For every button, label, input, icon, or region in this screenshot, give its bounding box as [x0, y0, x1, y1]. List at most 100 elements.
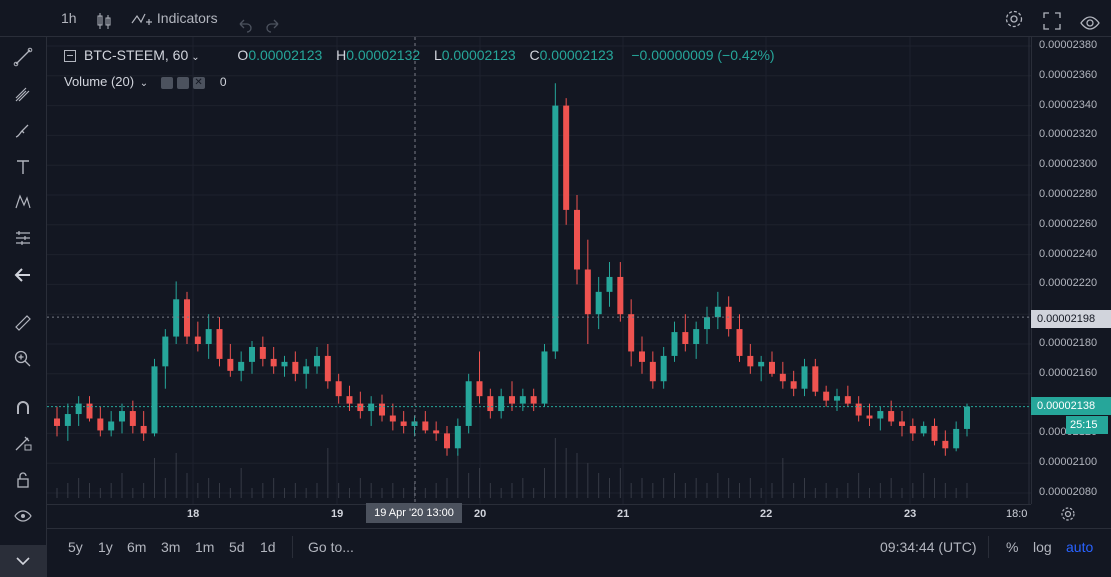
- candle-body: [942, 440, 949, 449]
- volume-bar: [327, 448, 329, 498]
- candle-body: [736, 329, 743, 356]
- pitchfork-icon[interactable]: [8, 79, 38, 109]
- volume-label[interactable]: Volume (20): [64, 74, 135, 89]
- candle-body: [909, 425, 916, 434]
- candle-body: [108, 421, 115, 431]
- time-axis[interactable]: [47, 504, 1031, 527]
- candle-body: [574, 209, 580, 270]
- lock-icon[interactable]: [8, 465, 38, 495]
- indicators-label: Indicators: [156, 10, 218, 26]
- volume-bar: [251, 488, 253, 498]
- undo-icon[interactable]: [237, 10, 253, 33]
- percent-toggle[interactable]: %: [1006, 539, 1019, 555]
- volume-bar: [67, 483, 69, 498]
- utc-clock[interactable]: 09:34:44 (UTC): [880, 539, 977, 555]
- crosshair-price-tag: 0.00002198: [1031, 310, 1111, 328]
- close-value: 0.00002123: [539, 47, 614, 63]
- time-tick: 20: [474, 508, 487, 520]
- volume-bar: [99, 488, 101, 498]
- volume-hide-icon[interactable]: [176, 76, 189, 89]
- price-axis-label: 0.00002180: [1039, 337, 1098, 349]
- collapse-legend-icon[interactable]: [64, 50, 76, 63]
- candle-body: [790, 381, 797, 389]
- volume-bar: [869, 488, 870, 498]
- candle-body: [249, 346, 255, 362]
- range-1m-button[interactable]: 1m: [195, 539, 215, 555]
- lock-drawing-icon[interactable]: [8, 428, 38, 458]
- candle-body: [379, 403, 385, 416]
- goto-button[interactable]: Go to...: [308, 539, 354, 555]
- candle-body: [823, 391, 830, 401]
- close-label: C: [529, 47, 540, 63]
- volume-bar: [652, 483, 654, 498]
- volume-bar: [522, 478, 524, 498]
- candle-body: [519, 396, 526, 404]
- range-1d-button[interactable]: 1d: [260, 539, 276, 555]
- pattern-icon[interactable]: [8, 187, 38, 217]
- candle-body: [129, 411, 136, 426]
- candle-body: [86, 403, 93, 419]
- trend-line-icon[interactable]: [8, 42, 38, 72]
- price-axis[interactable]: [1031, 37, 1111, 504]
- candle-body: [97, 418, 104, 431]
- high-label: H: [336, 47, 347, 63]
- fullscreen-icon[interactable]: [1042, 8, 1062, 30]
- price-axis-label: 0.00002100: [1039, 456, 1098, 469]
- indicators-button[interactable]: Indicators: [131, 0, 218, 36]
- volume-bar: [554, 438, 556, 498]
- candle-body: [389, 415, 396, 422]
- chevron-down-icon[interactable]: ⌄: [139, 78, 149, 89]
- chevron-down-icon[interactable]: ⌄: [191, 52, 200, 63]
- volume-settings-icon[interactable]: [161, 76, 174, 89]
- eye-icon[interactable]: [8, 501, 38, 531]
- brush-icon[interactable]: [8, 115, 38, 145]
- top-toolbar: 1h Indicators: [0, 0, 1111, 37]
- candle-body: [454, 425, 461, 449]
- ruler-icon[interactable]: [8, 308, 38, 338]
- countdown-tag: 25:15: [1066, 416, 1108, 434]
- volume-bar: [955, 488, 957, 498]
- screenshot-eye-icon[interactable]: [1079, 9, 1101, 30]
- volume-bar: [533, 488, 535, 498]
- collapse-toolbar-button[interactable]: [0, 545, 46, 577]
- volume-bar: [468, 473, 470, 498]
- range-5d-button[interactable]: 5d: [229, 539, 245, 555]
- range-1y-button[interactable]: 1y: [98, 539, 113, 555]
- range-5y-button[interactable]: 5y: [68, 539, 83, 555]
- magnet-icon[interactable]: [8, 393, 38, 423]
- candle-body: [64, 414, 71, 426]
- volume-bar: [359, 478, 361, 498]
- zoom-in-icon[interactable]: [8, 344, 38, 374]
- prediction-icon[interactable]: [8, 223, 38, 253]
- price-chart[interactable]: [47, 37, 1031, 504]
- range-3m-button[interactable]: 3m: [161, 539, 181, 555]
- time-tick: 21: [617, 508, 630, 520]
- interval-button[interactable]: 1h: [61, 10, 77, 26]
- low-value: 0.00002123: [441, 47, 516, 63]
- symbol-label[interactable]: BTC-STEEM, 60: [84, 47, 189, 63]
- price-axis-label: 0.00002080: [1039, 486, 1098, 498]
- volume-bar: [749, 478, 751, 498]
- candle-body: [238, 361, 245, 371]
- volume-close-icon[interactable]: ✕: [192, 76, 205, 89]
- candle-body: [259, 346, 266, 359]
- candle-body: [368, 403, 375, 412]
- back-arrow-icon[interactable]: [8, 260, 38, 290]
- volume-bar: [78, 478, 80, 498]
- redo-icon[interactable]: [265, 10, 281, 33]
- log-toggle[interactable]: log: [1033, 539, 1052, 555]
- range-6m-button[interactable]: 6m: [127, 539, 147, 555]
- settings-gear-icon[interactable]: [1003, 7, 1025, 29]
- candle-body: [649, 361, 656, 382]
- divider: [292, 536, 293, 558]
- auto-toggle[interactable]: auto: [1066, 539, 1094, 555]
- candle-body: [714, 306, 721, 318]
- volume-bar: [56, 488, 58, 498]
- axis-settings-gear-icon[interactable]: [1059, 505, 1077, 528]
- volume-bar: [934, 478, 935, 498]
- candle-body: [444, 433, 450, 449]
- text-tool-icon[interactable]: [8, 152, 38, 182]
- candle-body: [400, 421, 407, 426]
- candle-body: [779, 373, 786, 382]
- candle-type-icon[interactable]: [96, 8, 112, 29]
